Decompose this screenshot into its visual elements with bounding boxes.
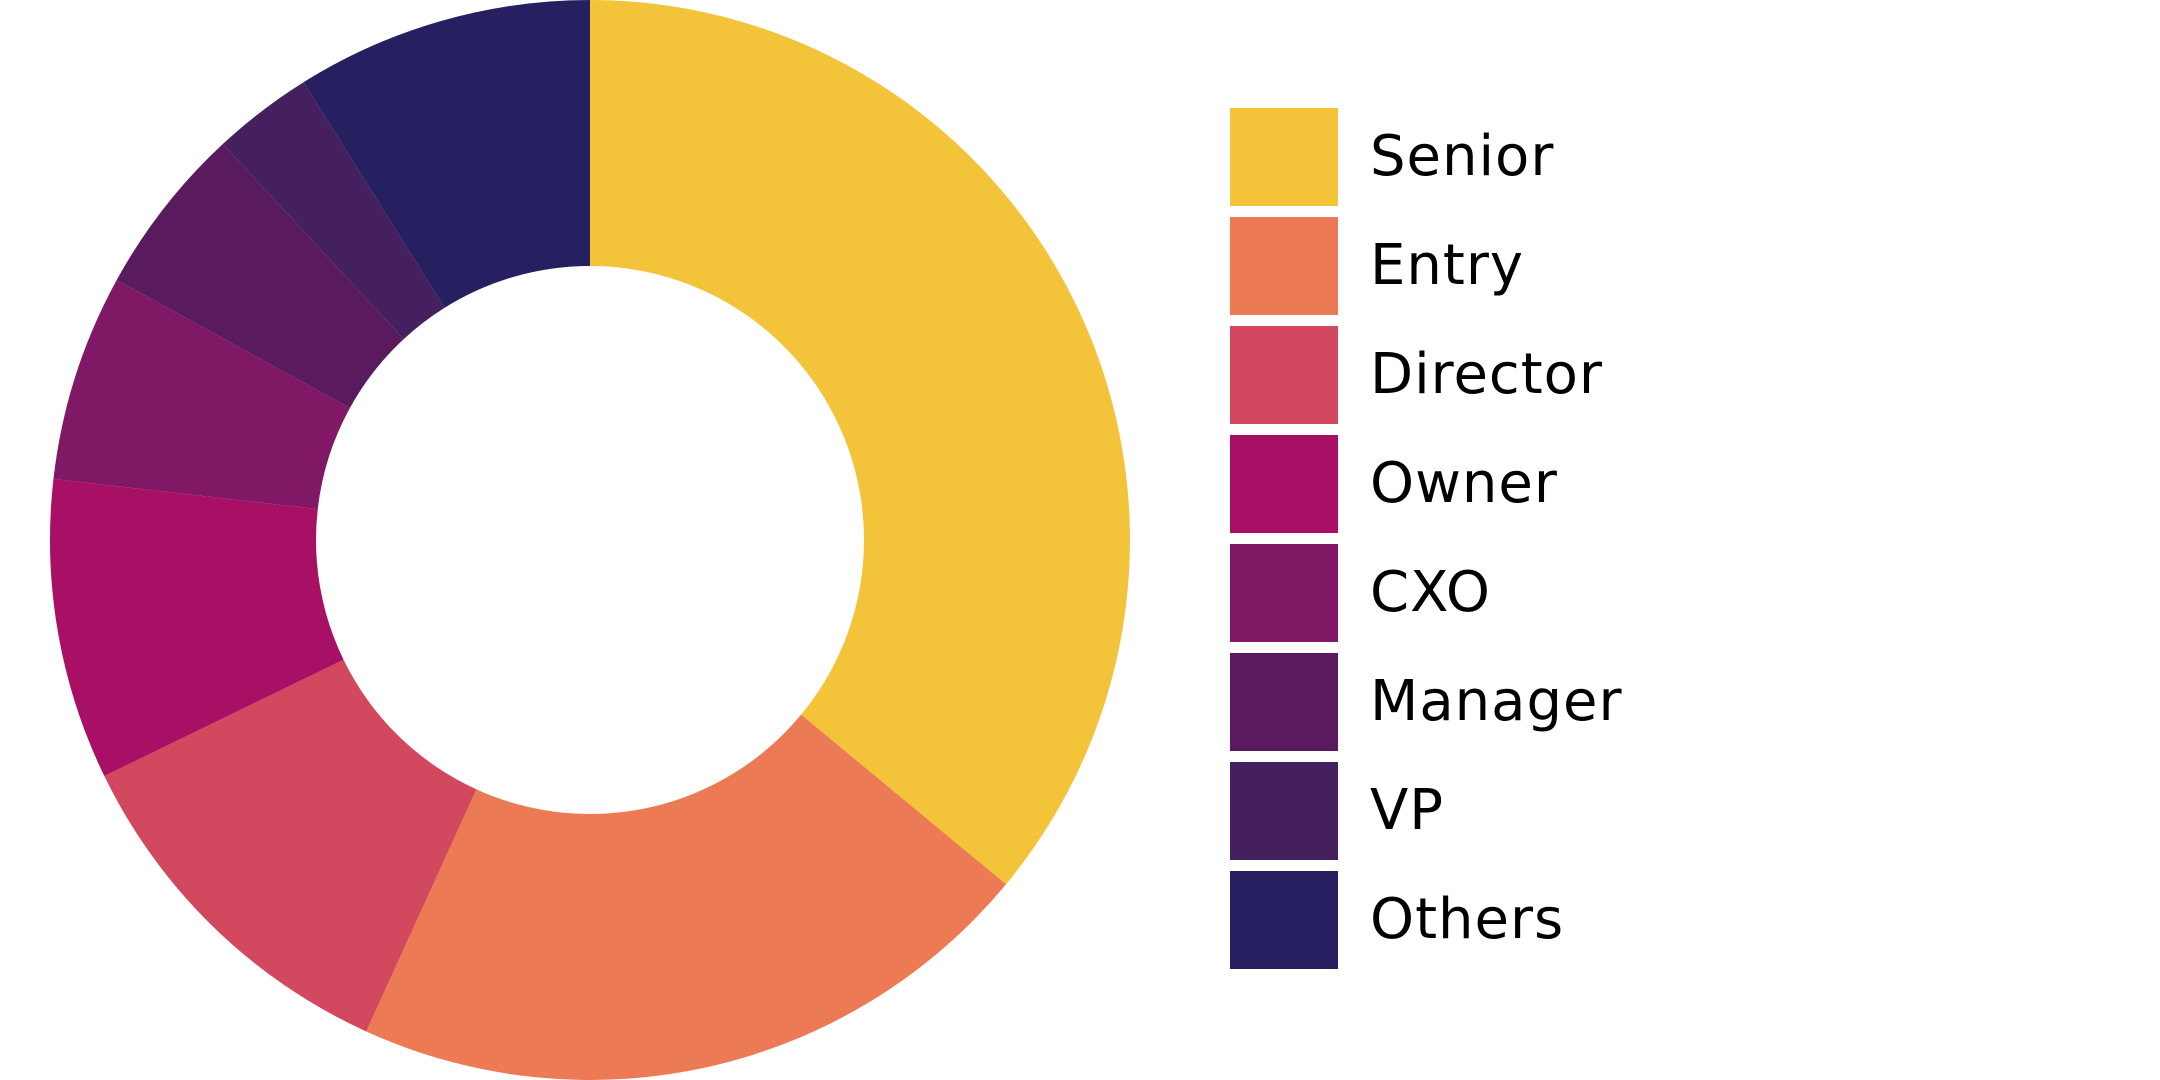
legend-item-vp: VP bbox=[1230, 762, 1930, 860]
legend-item-owner: Owner bbox=[1230, 435, 1930, 533]
legend-label: Entry bbox=[1370, 233, 1524, 298]
legend-label: CXO bbox=[1370, 560, 1491, 625]
donut-chart bbox=[49, 0, 1130, 1080]
legend-swatch-manager bbox=[1230, 653, 1338, 751]
legend-label: Others bbox=[1370, 887, 1565, 952]
legend-item-others: Others bbox=[1230, 871, 1930, 969]
legend-label: Manager bbox=[1370, 669, 1623, 734]
legend-swatch-senior bbox=[1230, 108, 1338, 206]
legend-item-director: Director bbox=[1230, 326, 1930, 424]
donut-slice-manager bbox=[116, 144, 404, 408]
legend-item-cxo: CXO bbox=[1230, 544, 1930, 642]
donut-slice-entry bbox=[366, 714, 1007, 1080]
donut-slice-owner bbox=[49, 479, 344, 777]
legend-label: Director bbox=[1370, 342, 1603, 407]
legend-item-manager: Manager bbox=[1230, 653, 1930, 751]
legend-swatch-entry bbox=[1230, 217, 1338, 315]
legend-swatch-vp bbox=[1230, 762, 1338, 860]
legend-label: Senior bbox=[1370, 124, 1555, 189]
legend-swatch-director bbox=[1230, 326, 1338, 424]
legend-swatch-owner bbox=[1230, 435, 1338, 533]
legend-item-entry: Entry bbox=[1230, 217, 1930, 315]
donut-slice-senior bbox=[590, 0, 1130, 885]
legend-swatch-others bbox=[1230, 871, 1338, 969]
donut-slice-cxo bbox=[53, 279, 350, 510]
donut-slices bbox=[49, 0, 1130, 1080]
legend-label: VP bbox=[1370, 778, 1445, 843]
donut-slice-vp bbox=[222, 82, 445, 340]
donut-slice-others bbox=[303, 0, 590, 308]
donut-slice-director bbox=[104, 659, 477, 1032]
legend-label: Owner bbox=[1370, 451, 1558, 516]
legend-swatch-cxo bbox=[1230, 544, 1338, 642]
legend-item-senior: Senior bbox=[1230, 108, 1930, 206]
